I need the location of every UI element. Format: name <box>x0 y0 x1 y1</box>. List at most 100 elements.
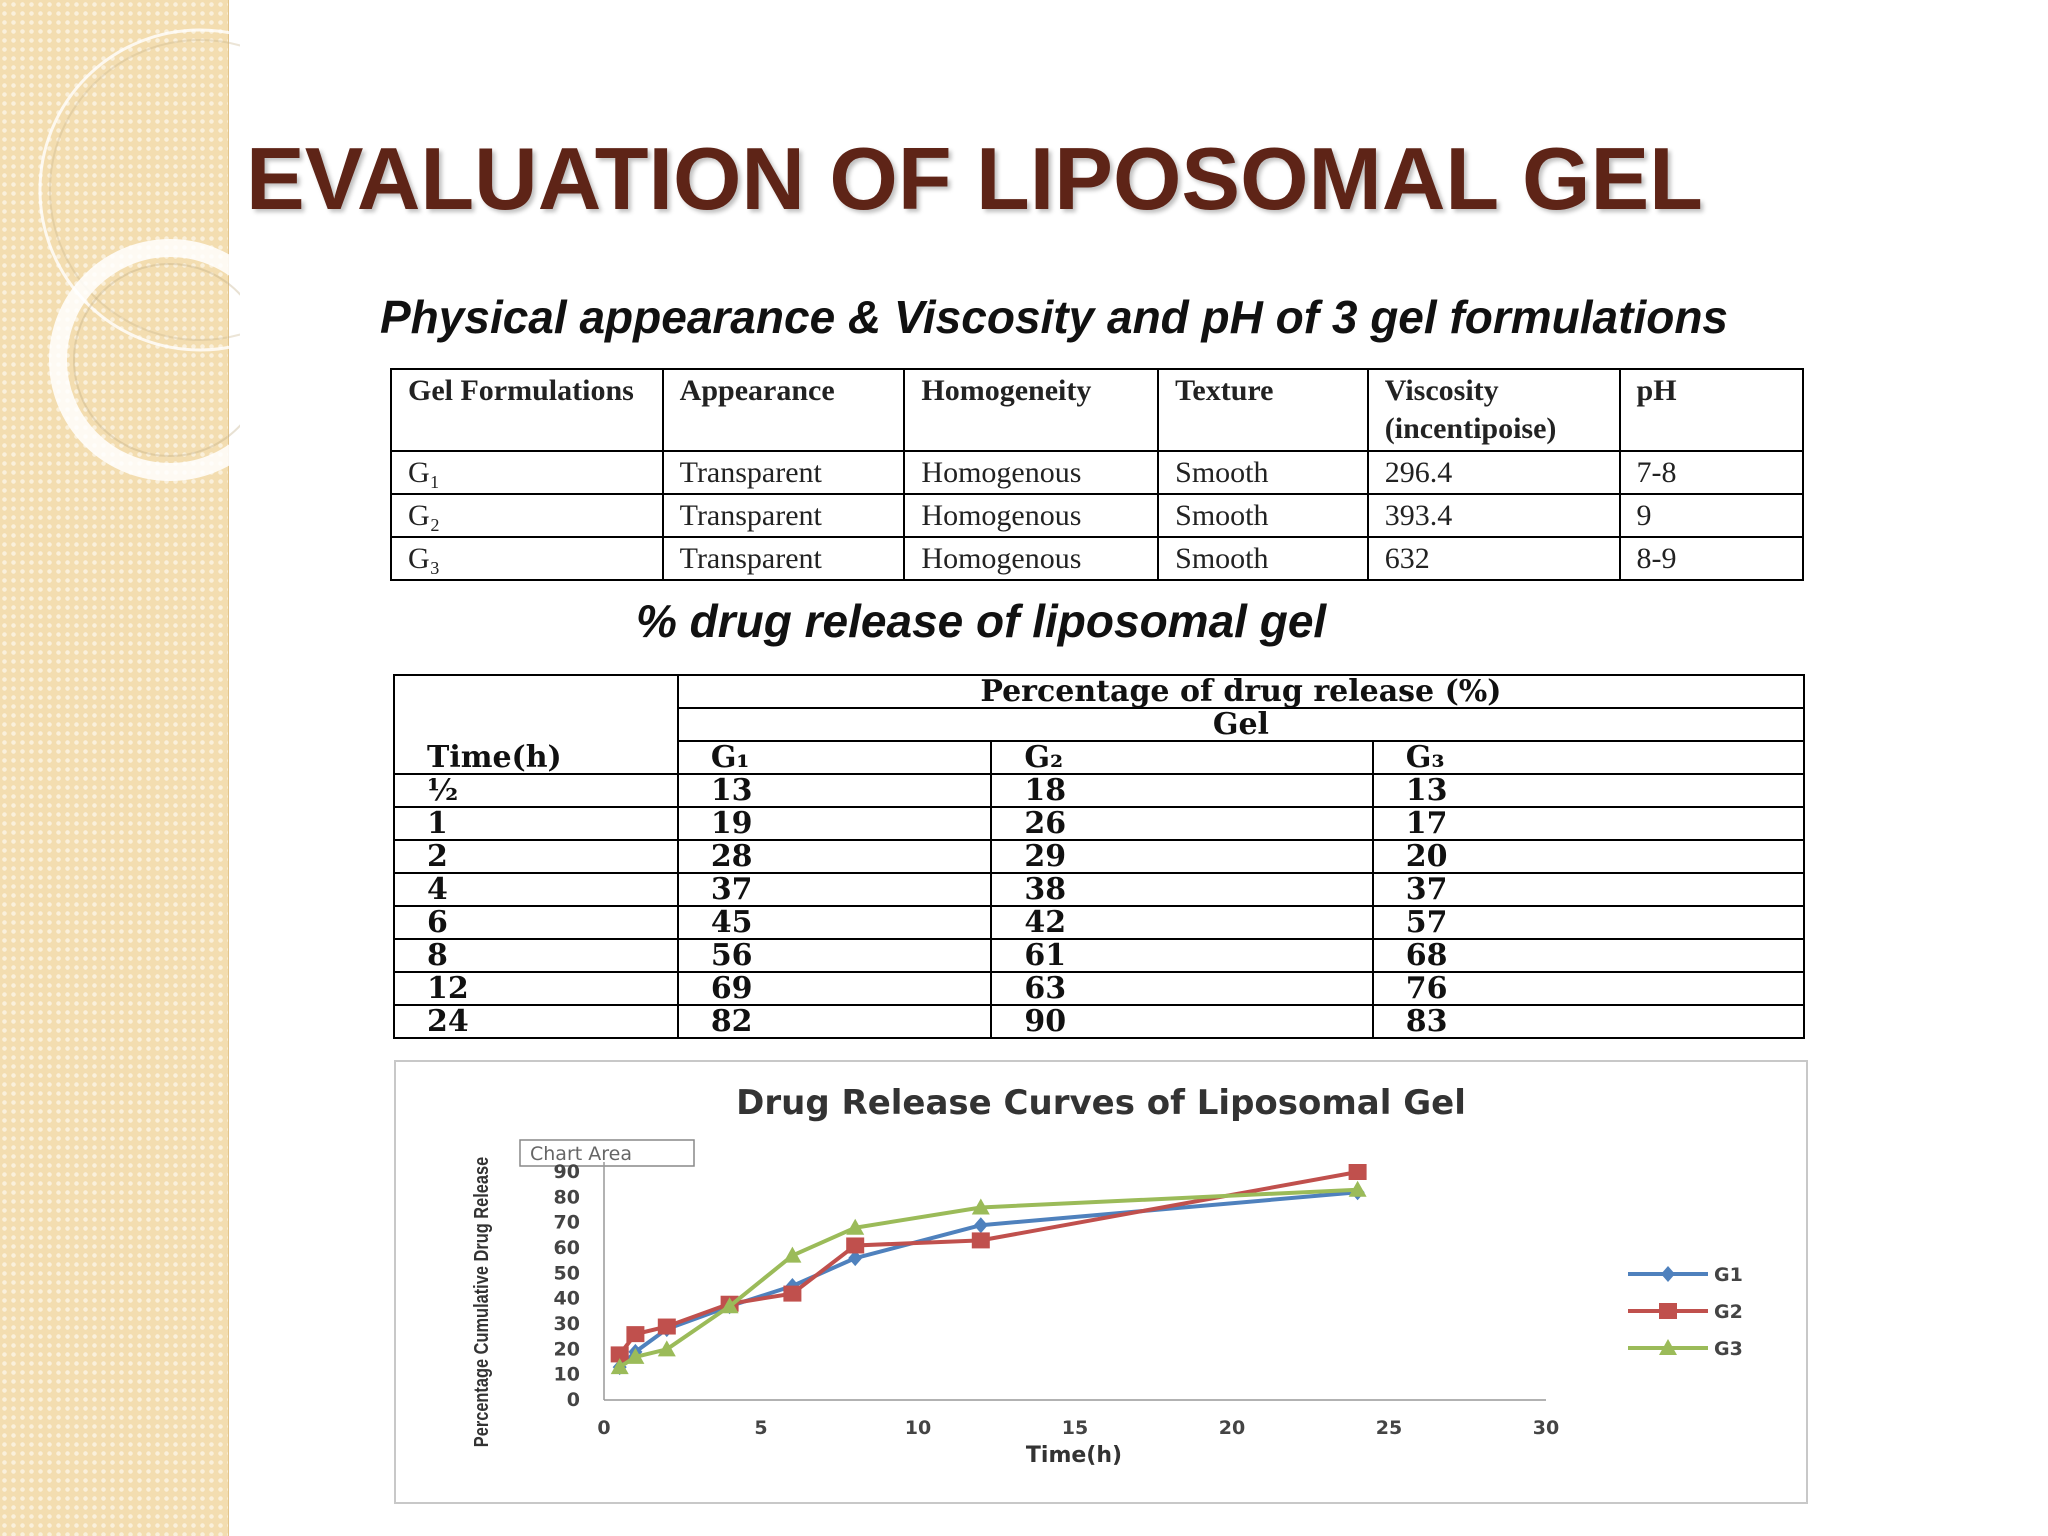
x-tick-label: 15 <box>1062 1417 1088 1439</box>
cell-texture: Smooth <box>1157 493 1369 538</box>
table-row: 6 45 42 57 <box>393 905 1806 940</box>
chart-area-tooltip: Chart Area <box>530 1143 632 1165</box>
table-row: 24 82 90 83 <box>393 1004 1806 1039</box>
table-row: 2 28 29 20 <box>393 839 1806 874</box>
cell-g1: 13 <box>676 773 993 808</box>
y-tick-label: 90 <box>554 1161 580 1183</box>
table-row: 4 37 38 37 <box>393 872 1806 907</box>
legend-label-g3: G3 <box>1714 1338 1743 1360</box>
y-tick-label: 80 <box>554 1186 580 1208</box>
cell-appearance: Transparent <box>661 536 906 581</box>
cell-texture: Smooth <box>1157 450 1369 495</box>
x-axis-label: Time(h) <box>1026 1443 1122 1468</box>
cell-g2: 29 <box>990 839 1374 874</box>
y-tick-label: 70 <box>554 1212 580 1234</box>
series-line-g2 <box>618 1170 1358 1356</box>
release-chart-canvas: Drug Release Curves of Liposomal Gel Char… <box>469 1083 1743 1468</box>
cell-g3: 57 <box>1371 905 1806 940</box>
header-homogeneity: Homogeneity <box>903 368 1160 452</box>
legend-label-g1: G1 <box>1714 1264 1743 1286</box>
y-tick-label: 40 <box>554 1288 580 1310</box>
y-tick-label: 20 <box>554 1338 580 1360</box>
cell-time: 12 <box>393 971 679 1006</box>
cell-homogeneity: Homogenous <box>903 450 1160 495</box>
chart-title: Drug Release Curves of Liposomal Gel <box>736 1083 1466 1123</box>
header-gel-formulations: Gel Formulations <box>390 368 664 452</box>
series-line-g1 <box>618 1190 1358 1369</box>
legend-marker-g1 <box>1661 1266 1675 1282</box>
data-point-g2 <box>846 1237 865 1254</box>
cell-appearance: Transparent <box>661 450 906 495</box>
legend-label-g2: G2 <box>1714 1301 1743 1323</box>
cell-formulation: G₂ <box>390 493 664 538</box>
header-texture: Texture <box>1157 368 1369 452</box>
y-tick-label: 60 <box>554 1237 580 1259</box>
cell-g2: 18 <box>990 773 1374 808</box>
cell-g2: 63 <box>990 971 1374 1006</box>
cell-g3: 20 <box>1371 839 1806 874</box>
data-point-g2 <box>657 1318 676 1335</box>
header-g3: G₃ <box>1371 740 1806 775</box>
cell-g1: 69 <box>676 971 993 1006</box>
data-point-g3 <box>626 1347 645 1364</box>
y-axis-label: Percentage Cumulative Drug Release <box>469 1157 492 1447</box>
y-tick-label: 10 <box>554 1364 580 1386</box>
y-tick-label: 50 <box>554 1262 580 1284</box>
table-row: G₁ Transparent Homogenous Smooth 296.4 7… <box>390 450 1805 495</box>
decorative-rings <box>38 28 240 481</box>
cell-appearance: Transparent <box>661 493 906 538</box>
data-point-g3 <box>610 1358 629 1375</box>
release-table: Time(h) Percentage of drug release (%) G… <box>393 674 1806 1039</box>
data-point-g2 <box>971 1232 990 1249</box>
data-point-g1 <box>973 1217 988 1234</box>
table-row: 8 56 61 68 <box>393 938 1806 973</box>
table-row: 12 69 63 76 <box>393 971 1806 1006</box>
header-time: Time(h) <box>393 674 679 775</box>
y-tick-label: 30 <box>554 1313 580 1335</box>
cell-g1: 37 <box>676 872 993 907</box>
x-tick-label: 0 <box>597 1417 610 1439</box>
cell-g1: 45 <box>676 905 993 940</box>
release-table-caption: % drug release of liposomal gel <box>636 595 1327 647</box>
cell-time: 8 <box>393 938 679 973</box>
header-gel: Gel <box>676 707 1806 742</box>
cell-g2: 38 <box>990 872 1374 907</box>
cell-ph: 9 <box>1618 493 1805 538</box>
x-tick-label: 5 <box>754 1417 767 1439</box>
cell-ph: 7-8 <box>1618 450 1805 495</box>
cell-g2: 26 <box>990 806 1374 841</box>
table-row: G₂ Transparent Homogenous Smooth 393.4 9 <box>390 493 1805 538</box>
cell-formulation: G₁ <box>390 450 664 495</box>
series-line-g3 <box>618 1187 1358 1369</box>
cell-g1: 19 <box>676 806 993 841</box>
x-tick-label: 25 <box>1376 1417 1402 1439</box>
chart-area-tooltip-box <box>519 1139 695 1167</box>
cell-g1: 56 <box>676 938 993 973</box>
cell-g3: 68 <box>1371 938 1806 973</box>
legend-marker-g3 <box>1659 1339 1677 1355</box>
release-chart[interactable]: Drug Release Curves of Liposomal Gel Char… <box>394 1060 1808 1504</box>
cell-g1: 28 <box>676 839 993 874</box>
x-tick-label: 30 <box>1533 1417 1559 1439</box>
header-ph: pH <box>1618 368 1805 452</box>
page-title: EVALUATION OF LIPOSOMAL GEL <box>246 129 1703 228</box>
data-point-g3 <box>971 1198 990 1215</box>
data-point-g2 <box>626 1326 645 1343</box>
data-point-g3 <box>1348 1180 1367 1197</box>
data-point-g2 <box>610 1346 629 1363</box>
cell-texture: Smooth <box>1157 536 1369 581</box>
cell-time: 24 <box>393 1004 679 1039</box>
cell-g2: 42 <box>990 905 1374 940</box>
cell-ph: 8-9 <box>1618 536 1805 581</box>
table-row: G₃ Transparent Homogenous Smooth 632 8-9 <box>390 536 1805 581</box>
header-g2: G₂ <box>990 740 1374 775</box>
cell-time: 2 <box>393 839 679 874</box>
header-appearance: Appearance <box>661 368 906 452</box>
x-tick-label: 10 <box>905 1417 931 1439</box>
legend-marker-g2 <box>1659 1303 1677 1319</box>
cell-g2: 90 <box>990 1004 1374 1039</box>
table-header-row: Time(h) Percentage of drug release (%) <box>393 674 1806 775</box>
table-header-row: Gel <box>394 707 1806 742</box>
cell-formulation: G₃ <box>390 536 664 581</box>
data-point-g2 <box>1348 1164 1367 1180</box>
